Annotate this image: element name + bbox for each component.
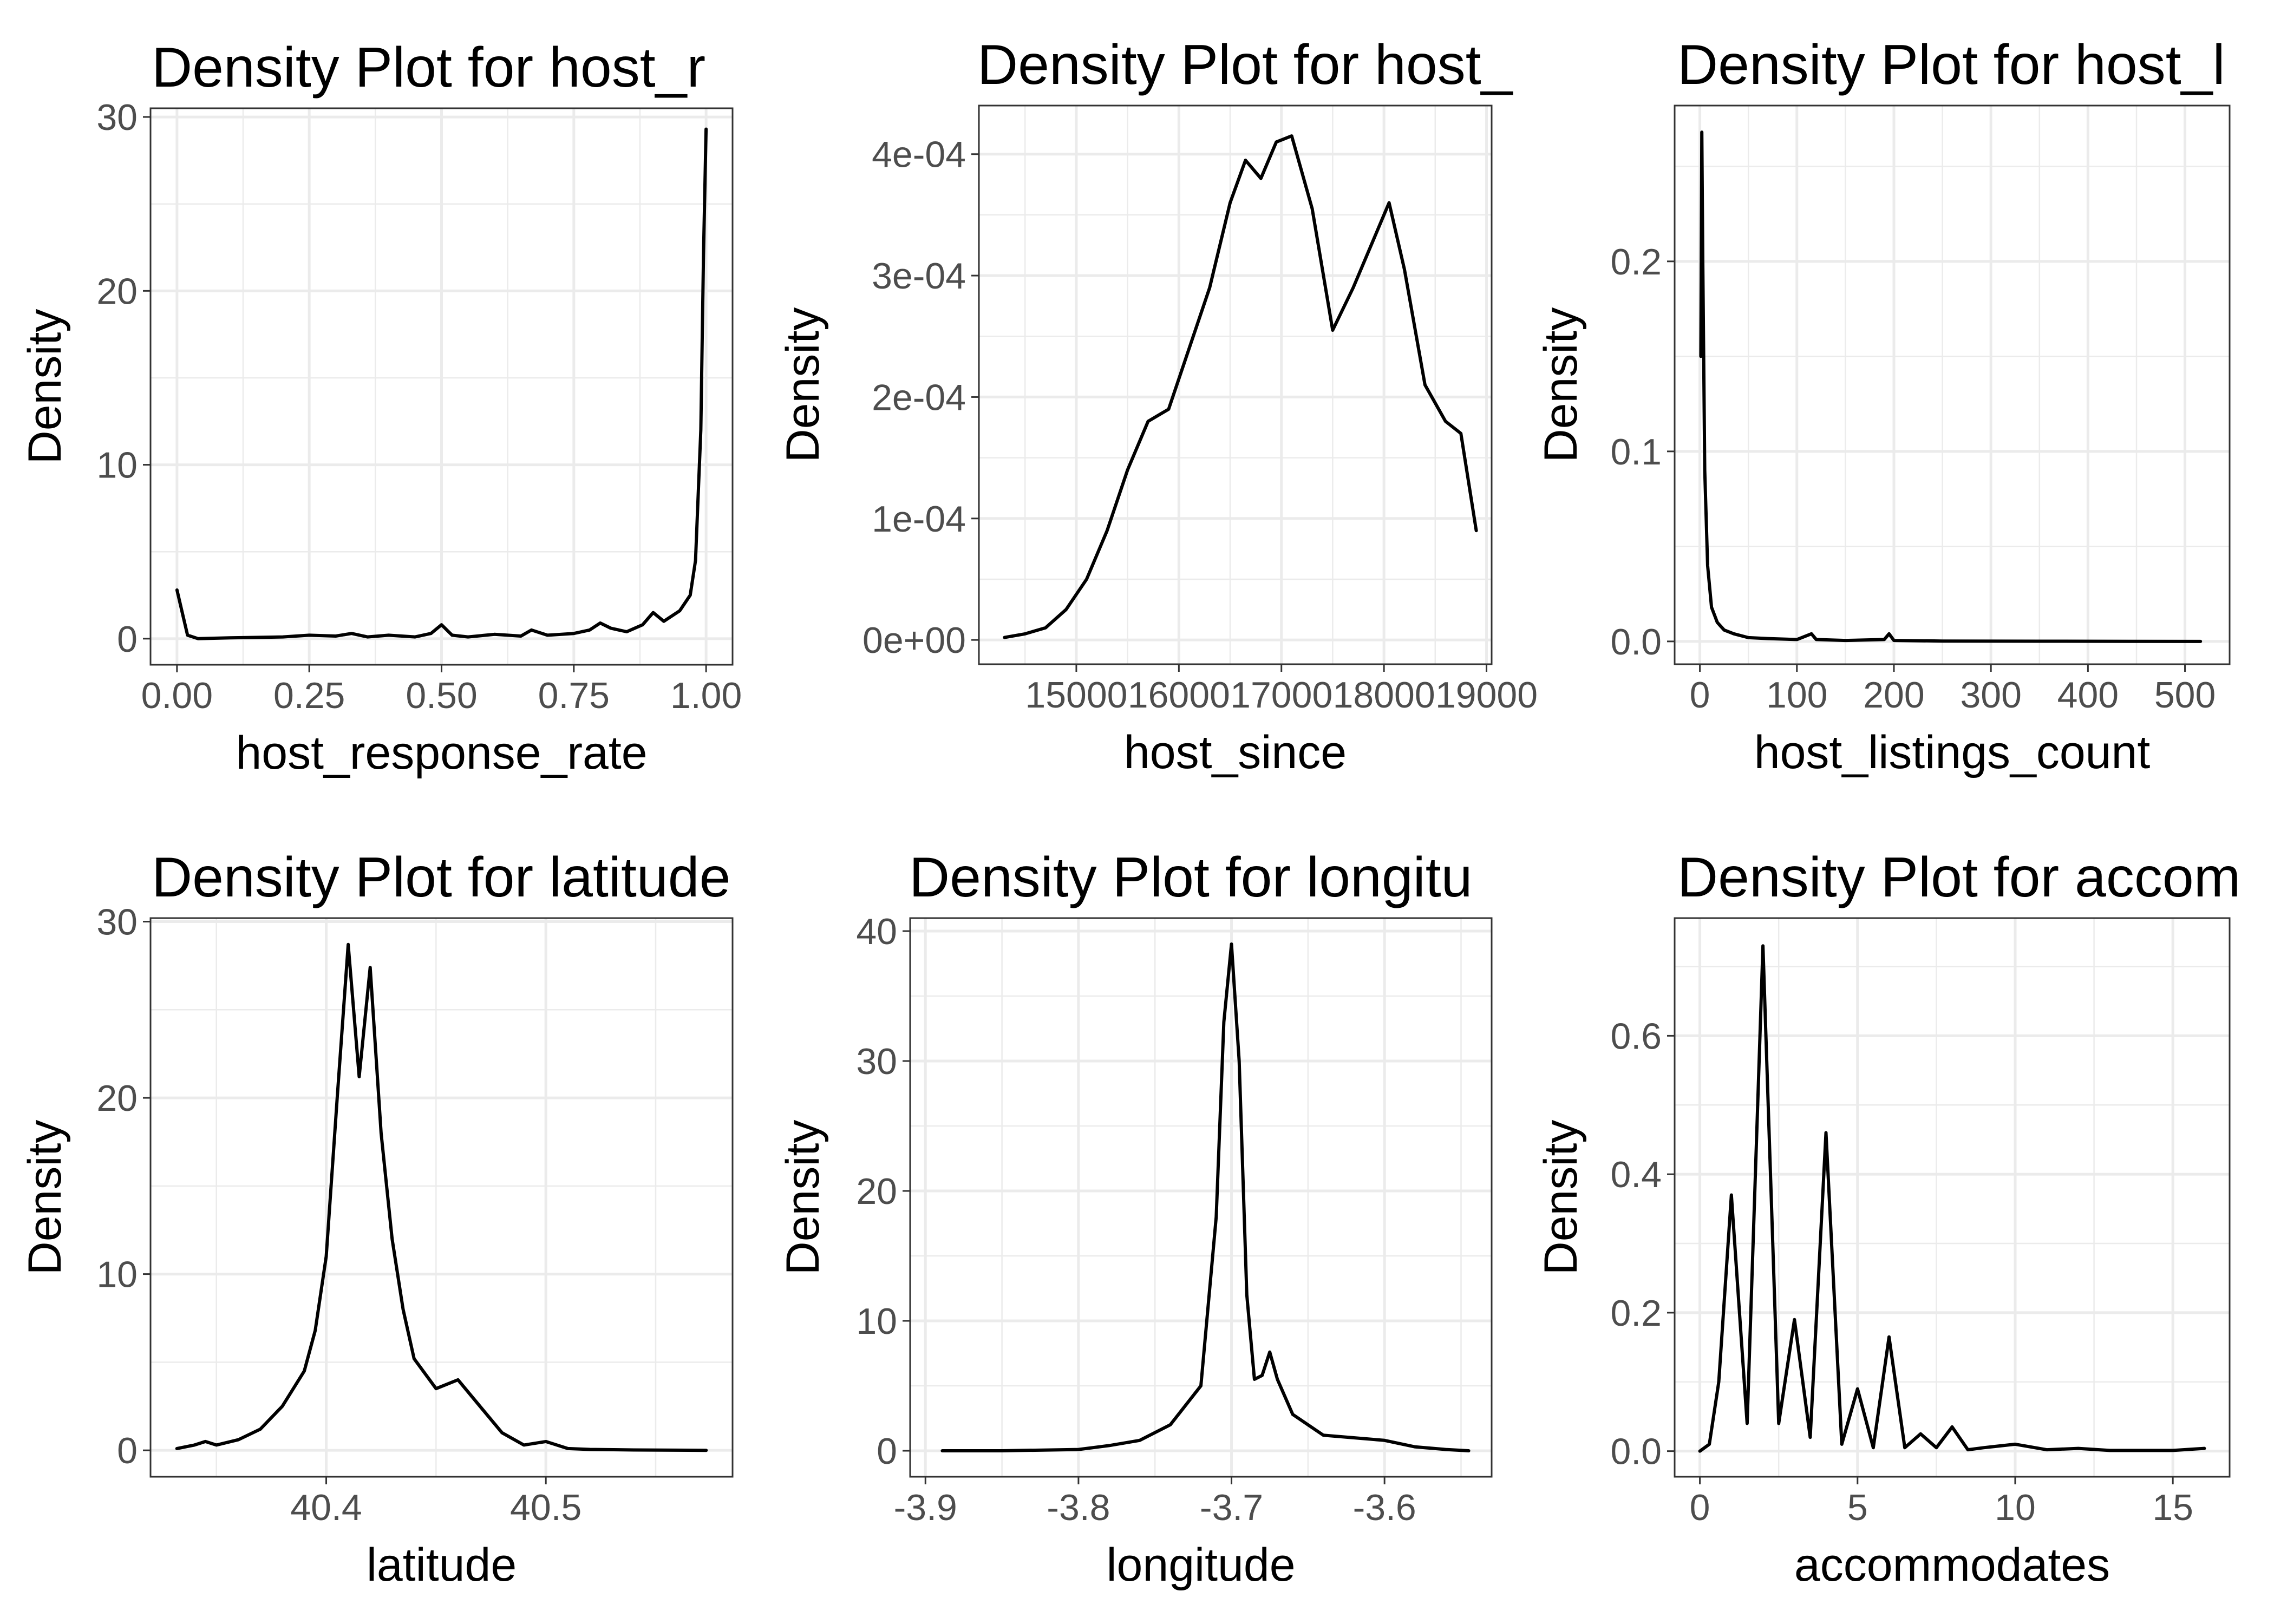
x-tick-label: 0.00 <box>141 675 213 716</box>
x-axis-label: accommodates <box>1794 1539 2110 1591</box>
plot-area <box>979 106 1492 664</box>
y-tick-label: 30 <box>96 97 138 138</box>
y-tick-label: 20 <box>96 1078 138 1119</box>
y-tick-label: 0.0 <box>1610 621 1662 663</box>
x-tick-label: 0 <box>1690 1487 1710 1528</box>
y-tick-label: 0.2 <box>1610 1293 1662 1334</box>
panel-border <box>1674 104 2231 665</box>
y-axis-label: Density <box>777 1120 829 1275</box>
x-tick-label: 40.5 <box>510 1487 581 1528</box>
panel-longitude: -3.9 -3.8 -3.7 -3.6 0 10 20 30 40 longitude Densit… <box>777 846 1493 1591</box>
x-tick-label: 5 <box>1847 1487 1868 1528</box>
gridlines <box>151 918 733 1477</box>
x-tick-label: 16000 <box>1128 675 1230 716</box>
y-tick-label: 0.1 <box>1610 431 1662 473</box>
y-tick-label: 0e+00 <box>862 620 966 661</box>
plot-area <box>1675 918 2230 1477</box>
y-tick-label: 0.6 <box>1610 1016 1662 1057</box>
density-curve <box>175 127 708 640</box>
plot-area <box>1675 106 2230 664</box>
x-tick-label: 300 <box>1960 675 2021 716</box>
y-tick-label: 20 <box>856 1171 897 1212</box>
x-axis-label: host_since <box>1124 726 1347 778</box>
x-tick-label: 1.00 <box>670 675 742 716</box>
gridlines <box>979 106 1492 664</box>
x-tick-label: 0.50 <box>406 675 477 716</box>
x-tick-label: 100 <box>1766 675 1827 716</box>
y-tick-label: 1e-04 <box>872 499 966 540</box>
x-tick-label: 19000 <box>1435 675 1538 716</box>
x-tick-label: 15000 <box>1025 675 1127 716</box>
x-axis-label: host_response_rate <box>236 727 647 779</box>
y-tick-label: 10 <box>96 445 138 486</box>
plot-title: Density Plot for latitude <box>152 846 730 909</box>
density-curve <box>1699 130 2203 643</box>
x-tick-label: 17000 <box>1230 675 1332 716</box>
x-tick-label: 200 <box>1863 675 1924 716</box>
y-tick-label: 4e-04 <box>872 134 966 175</box>
x-tick-label: 40.4 <box>290 1487 362 1528</box>
plot-title: Density Plot for host_l <box>1677 34 2225 96</box>
panel-border <box>909 917 1493 1478</box>
y-axis-label: Density <box>777 307 829 463</box>
density-curve <box>940 942 1471 1452</box>
y-tick-label: 0.2 <box>1610 241 1662 283</box>
y-tick-label: 0 <box>117 1430 138 1471</box>
x-tick-label: -3.8 <box>1047 1487 1110 1528</box>
plot-area <box>910 918 1492 1477</box>
y-tick-label: 40 <box>856 911 897 952</box>
x-tick-label: 500 <box>2154 675 2216 716</box>
x-axis-label: latitude <box>367 1539 517 1591</box>
panel-border <box>1674 917 2231 1478</box>
panel-host-listings-count: 0 100 200 300 400 500 0.0 0.1 0.2 host_listings_c… <box>1535 34 2231 778</box>
density-curve <box>1698 944 2206 1453</box>
y-axis-label: Density <box>1535 1120 1587 1275</box>
x-tick-label: 0.75 <box>538 675 610 716</box>
panel-border <box>978 104 1493 665</box>
y-tick-label: 10 <box>856 1301 897 1342</box>
x-tick-label: 0 <box>1690 675 1710 716</box>
panel-accommodates: 0 5 10 15 0.0 0.2 0.4 0.6 accommodates Density Den… <box>1535 846 2240 1591</box>
y-tick-label: 2e-04 <box>872 377 966 418</box>
x-tick-label: -3.6 <box>1353 1487 1416 1528</box>
y-axis-label: Density <box>1535 307 1587 463</box>
y-tick-label: 10 <box>96 1254 138 1295</box>
y-tick-label: 30 <box>856 1041 897 1082</box>
panel-host-response-rate: 0.00 0.25 0.50 0.75 1.00 0 10 20 30 host_response… <box>19 36 742 779</box>
x-tick-label: -3.7 <box>1200 1487 1263 1528</box>
x-tick-label: 0.25 <box>273 675 345 716</box>
x-tick-label: -3.9 <box>894 1487 957 1528</box>
y-tick-label: 3e-04 <box>872 256 966 297</box>
density-curve <box>175 942 708 1452</box>
gridlines <box>910 918 1492 1477</box>
plot-title: Density Plot for host_ <box>977 34 1514 96</box>
density-curve <box>1003 134 1478 639</box>
panel-latitude: 40.4 40.5 0 10 20 30 latitude Density Density Pl… <box>19 846 734 1591</box>
plot-title: Density Plot for accom <box>1677 846 2240 909</box>
x-axis-label: longitude <box>1106 1539 1295 1591</box>
y-tick-label: 0 <box>877 1431 897 1472</box>
panel-border <box>149 917 734 1478</box>
x-tick-label: 18000 <box>1333 675 1435 716</box>
y-tick-label: 20 <box>96 271 138 312</box>
y-tick-label: 0.4 <box>1610 1154 1662 1195</box>
y-tick-label: 30 <box>96 902 138 943</box>
gridlines <box>151 108 733 665</box>
x-axis-label: host_listings_count <box>1754 726 2151 778</box>
plot-area <box>151 918 733 1477</box>
x-tick-label: 15 <box>2152 1487 2193 1528</box>
y-tick-label: 0 <box>117 619 138 660</box>
panel-host-since: 15000 16000 17000 18000 19000 0e+00 1e-04 2e-04… <box>777 34 1538 778</box>
y-axis-label: Density <box>19 309 71 464</box>
y-tick-label: 0.0 <box>1610 1431 1662 1472</box>
x-tick-label: 10 <box>1995 1487 2036 1528</box>
x-tick-label: 400 <box>2057 675 2119 716</box>
gridlines <box>1675 918 2230 1477</box>
plot-title: Density Plot for host_r <box>152 36 705 99</box>
plot-title: Density Plot for longitu <box>909 846 1473 909</box>
y-axis-label: Density <box>19 1120 71 1275</box>
